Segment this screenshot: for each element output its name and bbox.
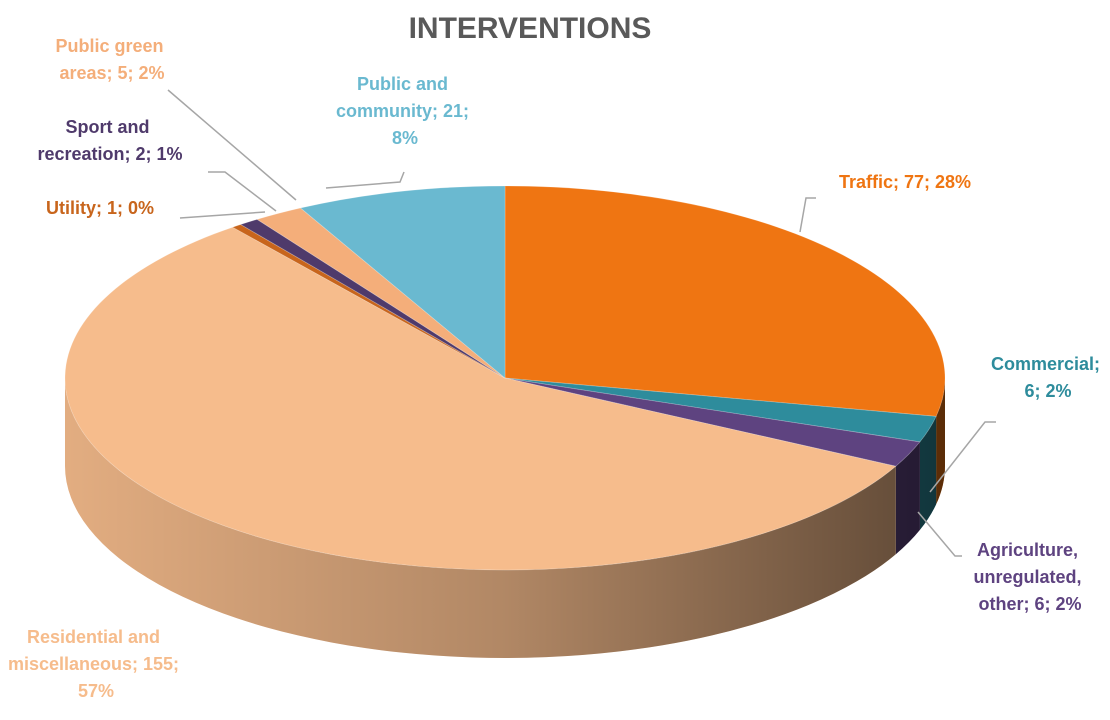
- leader-line: [929, 421, 996, 493]
- slice-side-shade: [936, 378, 945, 505]
- label-line: community; 21;: [336, 101, 474, 121]
- slice-side-shade: [65, 378, 896, 659]
- label-line: unregulated,: [973, 567, 1086, 587]
- label-line: 8%: [392, 128, 418, 148]
- label-line: recreation; 2; 1%: [37, 144, 182, 164]
- data-label: Agriculture, unregulated, other; 6; 2%: [973, 540, 1086, 614]
- slice: [231, 224, 506, 379]
- leader-lines: [167, 89, 996, 557]
- slice: [64, 226, 897, 571]
- data-label: Public green areas; 5; 2%: [55, 36, 168, 83]
- slice: [299, 185, 506, 379]
- pie-tops: [64, 185, 946, 571]
- slice: [256, 207, 506, 379]
- leader-line: [325, 171, 405, 189]
- leader-line: [917, 511, 962, 557]
- label-line: Commercial;: [991, 354, 1105, 374]
- label-line: Agriculture,: [977, 540, 1083, 560]
- data-label: Commercial; 6; 2%: [991, 354, 1105, 401]
- data-labels: Traffic; 77; 28% Commercial; 6; 2% Agricul…: [8, 36, 1105, 701]
- leader-line: [799, 197, 816, 233]
- label-line: 57%: [78, 681, 114, 701]
- slice: [504, 377, 921, 467]
- label-line: Public and: [357, 74, 453, 94]
- leader-line: [179, 211, 266, 219]
- slice: [504, 377, 937, 443]
- label-line: Sport and: [66, 117, 155, 137]
- slice: [239, 218, 506, 379]
- label-line: Traffic; 77; 28%: [839, 172, 971, 192]
- leader-line: [167, 89, 297, 201]
- leader-line: [208, 171, 277, 212]
- label-line: other; 6; 2%: [978, 594, 1081, 614]
- label-line: miscellaneous; 155;: [8, 654, 184, 674]
- label-line: 6; 2%: [1024, 381, 1071, 401]
- slice-side-shade: [919, 416, 937, 530]
- label-line: Utility; 1; 0%: [46, 198, 154, 218]
- data-label: Utility; 1; 0%: [46, 198, 154, 218]
- slice: [504, 185, 946, 417]
- label-line: Public green: [55, 36, 168, 56]
- data-label: Residential and miscellaneous; 155; 57%: [8, 627, 184, 701]
- label-line: Residential and: [27, 627, 165, 647]
- pie-sides: [65, 378, 945, 659]
- data-label: Sport and recreation; 2; 1%: [37, 117, 182, 164]
- slice-side-shade: [895, 441, 920, 555]
- chart-title: INTERVENTIONS: [409, 12, 652, 45]
- label-line: areas; 5; 2%: [59, 63, 164, 83]
- data-label: Traffic; 77; 28%: [839, 172, 971, 192]
- data-label: Public and community; 21; 8%: [336, 74, 474, 148]
